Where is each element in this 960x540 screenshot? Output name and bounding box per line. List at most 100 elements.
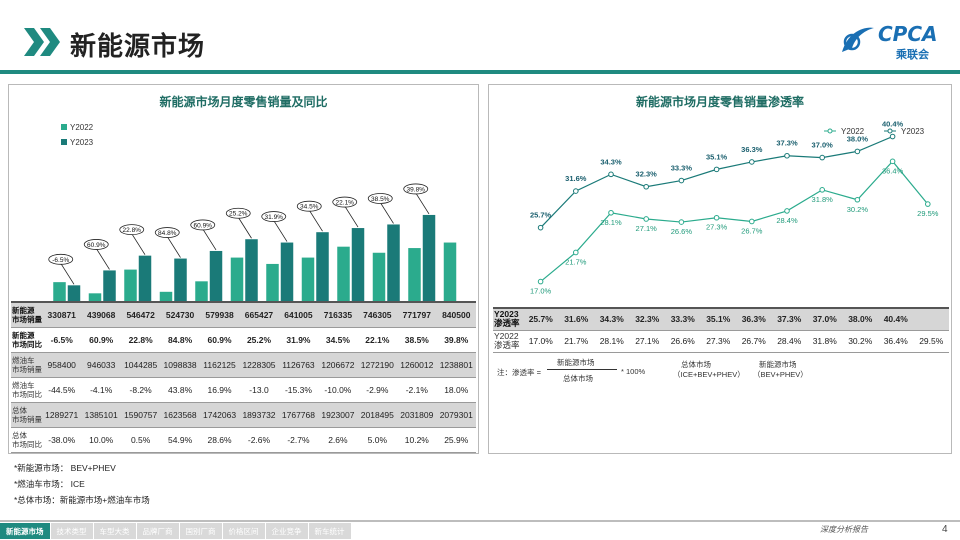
- table-cell: 25.2%: [239, 327, 279, 353]
- formula-denominator: 总体市场: [563, 374, 593, 383]
- table-cell: 40.4%: [878, 307, 914, 331]
- bar-2023: [351, 228, 365, 319]
- table-cell: 25.7%: [523, 307, 559, 331]
- footer-divider: [0, 520, 960, 522]
- yoy-bubble: [367, 193, 393, 204]
- nav-tab-nev[interactable]: 新能源市场: [0, 523, 50, 539]
- bar-2023: [280, 242, 294, 319]
- table-cell: 30.2%: [842, 330, 878, 353]
- yoy-arrow: [344, 205, 359, 228]
- table-cell: 10.0%: [81, 427, 121, 453]
- nav-tab-brand[interactable]: 品牌厂商: [136, 523, 179, 539]
- table-cell: 60.9%: [199, 327, 240, 353]
- table-cell: 1044285: [120, 352, 161, 378]
- yoy-bubble: [296, 200, 322, 212]
- line-point: [643, 183, 649, 190]
- table-cell: 524730: [160, 301, 200, 328]
- table-row: 总体 市场销量 1289271 1385101 1590757 1623568 174206…: [11, 402, 476, 428]
- table-row: 燃油车 市场同比 -44.5% -4.1% -8.2% 43.8% 16.9% -13.0 -1…: [11, 377, 476, 403]
- line-value-label: 27.3%: [706, 223, 728, 232]
- page-title: 新能源市场: [70, 31, 206, 61]
- line-point: [749, 159, 755, 165]
- yoy-bubble: [225, 207, 251, 219]
- table-cell: 60.9%: [81, 327, 121, 353]
- table-cell: 39.8%: [436, 327, 476, 353]
- line-point: [537, 278, 544, 285]
- line-value-label: 36.3%: [741, 145, 763, 154]
- table-cell: 27.3%: [700, 330, 736, 353]
- row-header: 燃油车 市场同比: [11, 377, 42, 403]
- legend-2023-marker: [887, 128, 893, 134]
- yoy-label: 31.9%: [265, 214, 284, 221]
- line-value-label: 31.8%: [812, 195, 834, 204]
- yoy-bubble: [83, 239, 109, 250]
- yoy-arrow: [131, 233, 146, 255]
- table-cell: 5.0%: [357, 427, 398, 453]
- table-cell: 840500: [436, 301, 476, 328]
- table-cell: 1238801: [436, 352, 476, 378]
- line-value-label: 26.6%: [671, 227, 693, 236]
- penetration-formula: 注：渗透率 = 新能源市场 总体市场 * 100% 总体市场 （ICE+BEV+…: [497, 353, 917, 393]
- nav-tab-vehicle-class[interactable]: 车型大类: [93, 523, 136, 539]
- line-value-label: 28.4%: [776, 216, 798, 225]
- table-cell: 17.0%: [523, 330, 559, 353]
- table-cell: 16.9%: [199, 377, 240, 403]
- table-cell: 32.3%: [629, 307, 665, 331]
- legend-2022-label: Y2022: [841, 127, 865, 136]
- line-point: [713, 214, 720, 221]
- table-cell: 665427: [239, 301, 279, 328]
- formula-nev-desc: （BEV+PHEV）: [753, 370, 808, 379]
- table-cell: 1289271: [42, 402, 82, 428]
- series-line-Y2022: [540, 160, 929, 283]
- line-point: [925, 201, 931, 207]
- line-point: [889, 133, 896, 140]
- nav-tab-new-cars[interactable]: 新车统计: [308, 523, 351, 539]
- table-cell: 0.5%: [120, 427, 161, 453]
- yoy-arrow: [60, 263, 75, 285]
- table-cell: 1923007: [318, 402, 358, 428]
- formula-prefix: 注：渗透率 =: [497, 368, 541, 377]
- table-cell: 1623568: [160, 402, 200, 428]
- formula-fraction-bar: [547, 369, 617, 370]
- table-cell: 36.4%: [878, 330, 914, 353]
- nav-tab-price[interactable]: 价格区间: [222, 523, 265, 539]
- line-point: [537, 224, 544, 231]
- series-line-Y2023: [540, 135, 893, 229]
- table-cell: 28.4%: [771, 330, 807, 353]
- line-value-label: 36.4%: [882, 166, 904, 175]
- table-cell: 22.1%: [357, 327, 398, 353]
- table-cell: 1098838: [160, 352, 200, 378]
- table-cell: 1206672: [318, 352, 358, 378]
- formula-total-label: 总体市场: [681, 360, 711, 369]
- nav-tab-competition[interactable]: 企业竞争: [265, 523, 308, 539]
- yoy-arrow: [237, 217, 252, 239]
- yoy-label: -6.5%: [52, 257, 69, 264]
- penetration-line-chart: Y2022 Y2023 17.0% 21.7% 28.1% 27.1% 26.6% 27.3%…: [530, 120, 939, 296]
- footnote-nev: *新能源市场： BEV+PHEV: [14, 463, 116, 473]
- table-cell: 34.5%: [318, 327, 358, 353]
- nav-tab-tech[interactable]: 技术类型: [50, 523, 93, 539]
- nav-tab-country[interactable]: 国别厂商: [179, 523, 222, 539]
- table-cell: 958400: [42, 352, 82, 378]
- table-cell: 31.9%: [278, 327, 319, 353]
- table-cell: 1767768: [278, 402, 319, 428]
- title-divider: [0, 70, 960, 74]
- line-point: [608, 209, 614, 216]
- table-cell: -2.9%: [357, 377, 398, 403]
- table-cell: -4.1%: [81, 377, 121, 403]
- line-value-label: 25.7%: [530, 211, 552, 220]
- table-cell: 37.0%: [807, 307, 843, 331]
- yoy-label: 25.2%: [229, 211, 248, 218]
- line-value-label: 35.1%: [706, 152, 728, 161]
- line-value-label: 17.0%: [530, 287, 552, 296]
- chevron-double-icon: [24, 28, 60, 56]
- table-cell: 1260012: [397, 352, 437, 378]
- table-cell: 31.8%: [807, 330, 843, 353]
- sales-bar-chart: Y2022Y202335.433.1-6.5%1月27.343.960.9%2月…: [48, 123, 457, 319]
- line-point: [643, 216, 649, 222]
- line-point: [784, 208, 790, 214]
- table-row: 燃油车 市场销量 958400 946033 1044285 1098838 1162125…: [11, 352, 476, 378]
- sales-table: 新能源 市场销量 330871 439068 546472 524730 579938 665…: [11, 301, 476, 453]
- yoy-label: 38.5%: [371, 196, 390, 203]
- table-cell: -2.7%: [278, 427, 319, 453]
